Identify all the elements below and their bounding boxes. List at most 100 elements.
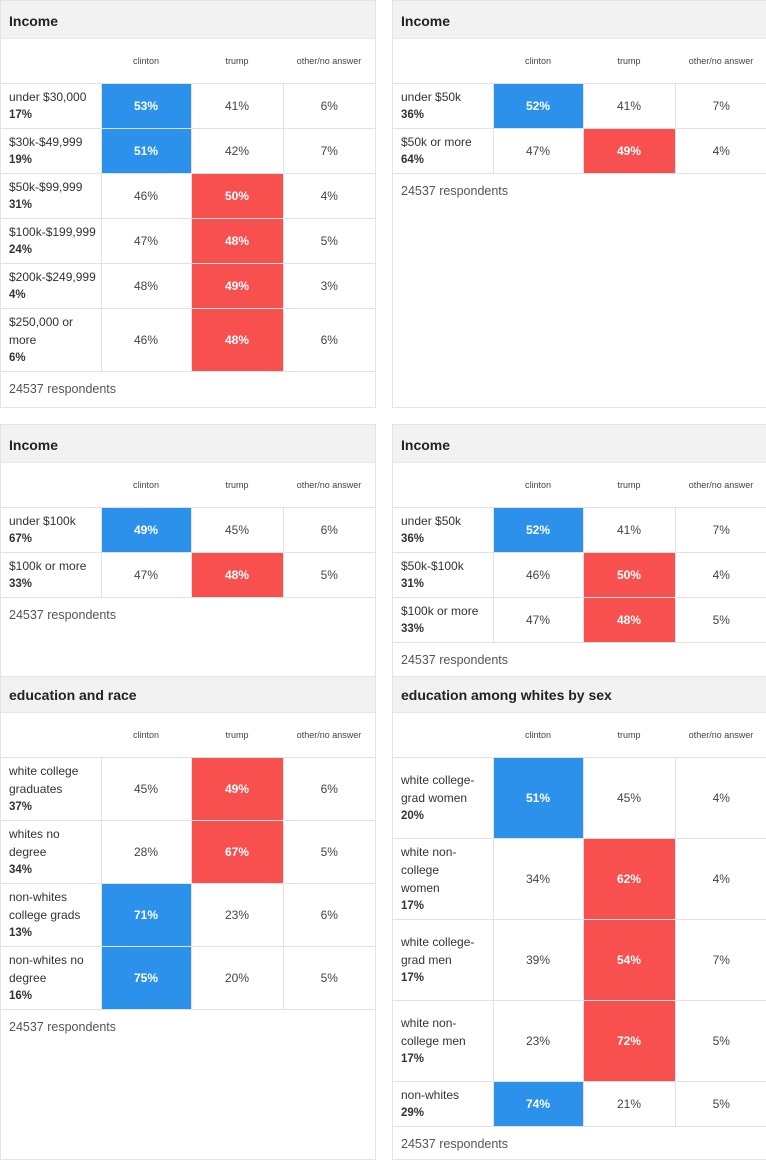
row-label: white college graduates 37%: [1, 757, 101, 821]
row-label: under $30,000 17%: [1, 83, 101, 129]
column-header-clinton: clinton: [101, 713, 191, 758]
clinton-cell: 52%: [492, 507, 583, 553]
row-label: $100k-$199,999 24%: [1, 218, 101, 264]
trump-cell: 48%: [190, 552, 283, 598]
other-cell: 5%: [282, 820, 375, 884]
trump-cell: 45%: [190, 507, 283, 553]
other-cell: 7%: [674, 507, 766, 553]
column-header-other: other/no answer: [283, 463, 375, 508]
trump-cell: 45%: [582, 757, 675, 839]
row-label: $100k or more 33%: [1, 552, 101, 598]
trump-cell: 41%: [190, 83, 283, 129]
other-cell: 4%: [674, 757, 766, 839]
column-header-empty: [1, 39, 101, 84]
row-share: 33%: [9, 578, 33, 590]
clinton-cell: 75%: [100, 946, 191, 1010]
clinton-cell: 47%: [492, 128, 583, 174]
other-cell: 4%: [282, 173, 375, 219]
row-label-text: $100k or more: [401, 604, 479, 618]
trump-cell: 67%: [190, 820, 283, 884]
row-label-text: white non-college women: [401, 845, 457, 895]
column-header-other: other/no answer: [675, 463, 766, 508]
respondents-count: 24537 respondents: [9, 608, 117, 622]
trump-cell: 21%: [582, 1081, 675, 1127]
column-header-empty: [393, 39, 493, 84]
table-row: $50k-$99,999 31% 46% 50% 4%: [1, 173, 375, 219]
row-label-text: white college graduates: [9, 764, 79, 796]
row-share: 24%: [9, 244, 33, 256]
table-row: white college graduates 37% 45% 49% 6%: [1, 757, 375, 821]
table-row: $50k-$100k 31% 46% 50% 4%: [393, 552, 766, 598]
row-label: white college-grad men 17%: [393, 919, 493, 1001]
row-label-text: under $50k: [401, 90, 462, 104]
row-share: 17%: [401, 972, 425, 984]
row-label: white college-grad women 20%: [393, 757, 493, 839]
row-share: 29%: [401, 1107, 425, 1119]
row-label-text: white college-grad women: [401, 773, 475, 805]
other-cell: 6%: [282, 757, 375, 821]
trump-cell: 62%: [582, 838, 675, 920]
income-100k-panel: Income clinton trump other/no answer und…: [0, 424, 376, 676]
other-cell: 6%: [282, 883, 375, 947]
row-label: $50k-$99,999 31%: [1, 173, 101, 219]
table-row: under $30,000 17% 53% 41% 6%: [1, 83, 375, 129]
row-label: $50k-$100k 31%: [393, 552, 493, 598]
row-label-text: $50k-$99,999: [9, 180, 83, 194]
clinton-cell: 47%: [492, 597, 583, 643]
row-label-text: non-whites: [401, 1088, 460, 1102]
other-cell: 5%: [674, 1000, 766, 1082]
clinton-cell: 23%: [492, 1000, 583, 1082]
row-label: $30k-$49,999 19%: [1, 128, 101, 174]
row-label: $50k or more 64%: [393, 128, 493, 174]
row-label-text: under $100k: [9, 514, 76, 528]
table-header-row: clinton trump other/no answer: [1, 39, 375, 84]
column-header-trump: trump: [191, 39, 283, 84]
table-row: non-whites no degree 16% 75% 20% 5%: [1, 946, 375, 1010]
table-header-row: clinton trump other/no answer: [393, 39, 766, 84]
row-share: 4%: [9, 289, 26, 301]
trump-cell: 49%: [582, 128, 675, 174]
other-cell: 7%: [674, 919, 766, 1001]
income-50k-panel: Income clinton trump other/no answer und…: [392, 0, 766, 408]
row-share: 19%: [9, 154, 33, 166]
row-label-text: $250,000 or more: [9, 315, 74, 347]
trump-cell: 23%: [190, 883, 283, 947]
clinton-cell: 45%: [100, 757, 191, 821]
table-row: $100k or more 33% 47% 48% 5%: [1, 552, 375, 598]
clinton-cell: 46%: [100, 173, 191, 219]
table-row: non-whites college grads 13% 71% 23% 6%: [1, 883, 375, 947]
clinton-cell: 71%: [100, 883, 191, 947]
respondents-count: 24537 respondents: [401, 653, 509, 667]
clinton-cell: 53%: [100, 83, 191, 129]
column-header-other: other/no answer: [675, 713, 766, 758]
column-header-clinton: clinton: [493, 463, 583, 508]
row-share: 16%: [9, 990, 33, 1002]
row-label: under $100k 67%: [1, 507, 101, 553]
row-label: under $50k 36%: [393, 507, 493, 553]
clinton-cell: 48%: [100, 263, 191, 309]
row-share: 17%: [401, 900, 425, 912]
row-label-text: whites no degree: [9, 827, 60, 859]
trump-cell: 41%: [582, 507, 675, 553]
row-label: non-whites no degree 16%: [1, 946, 101, 1010]
row-label-text: white non-college men: [401, 1016, 466, 1048]
row-share: 6%: [9, 352, 26, 364]
row-share: 20%: [401, 810, 425, 822]
column-header-other: other/no answer: [283, 713, 375, 758]
panel-title: Income: [1, 1, 375, 39]
table-row: $100k-$199,999 24% 47% 48% 5%: [1, 218, 375, 264]
row-label: white non-college women 17%: [393, 838, 493, 920]
trump-cell: 41%: [582, 83, 675, 129]
clinton-cell: 51%: [492, 757, 583, 839]
row-label-text: $50k or more: [401, 135, 472, 149]
table-row: non-whites 29% 74% 21% 5%: [393, 1081, 766, 1127]
other-cell: 6%: [282, 308, 375, 372]
trump-cell: 49%: [190, 263, 283, 309]
table-row: whites no degree 34% 28% 67% 5%: [1, 820, 375, 884]
clinton-cell: 46%: [492, 552, 583, 598]
results-table: clinton trump other/no answer white coll…: [393, 713, 766, 1127]
clinton-cell: 47%: [100, 218, 191, 264]
table-row: $250,000 or more 6% 46% 48% 6%: [1, 308, 375, 372]
trump-cell: 48%: [190, 218, 283, 264]
respondents-count: 24537 respondents: [9, 382, 117, 396]
